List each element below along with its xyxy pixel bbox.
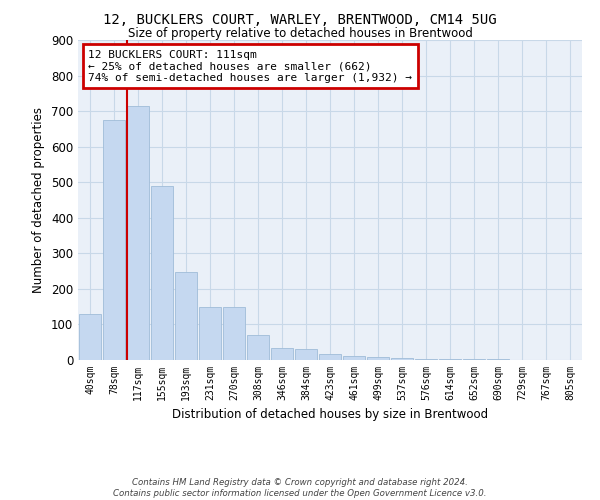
Text: 12 BUCKLERS COURT: 111sqm
← 25% of detached houses are smaller (662)
74% of semi: 12 BUCKLERS COURT: 111sqm ← 25% of detac… (88, 50, 412, 83)
Text: Size of property relative to detached houses in Brentwood: Size of property relative to detached ho… (128, 28, 472, 40)
Bar (439, 359, 461, 360)
Bar (343, 356, 365, 360)
Bar (103, 120, 125, 360)
Bar (79, 314, 101, 360)
Text: Contains HM Land Registry data © Crown copyright and database right 2024.
Contai: Contains HM Land Registry data © Crown c… (113, 478, 487, 498)
Bar (175, 272, 197, 360)
Bar (223, 308, 245, 360)
Bar (319, 354, 341, 360)
Bar (271, 348, 293, 360)
X-axis label: Distribution of detached houses by size in Brentwood: Distribution of detached houses by size … (172, 408, 488, 422)
Text: 12, BUCKLERS COURT, WARLEY, BRENTWOOD, CM14 5UG: 12, BUCKLERS COURT, WARLEY, BRENTWOOD, C… (103, 12, 497, 26)
Bar (247, 335, 269, 360)
Bar (295, 350, 317, 360)
Bar (127, 106, 149, 360)
Y-axis label: Number of detached properties: Number of detached properties (32, 107, 46, 293)
Bar (151, 186, 173, 360)
Bar (415, 358, 437, 360)
Bar (199, 308, 221, 360)
Bar (391, 358, 413, 360)
Bar (367, 357, 389, 360)
